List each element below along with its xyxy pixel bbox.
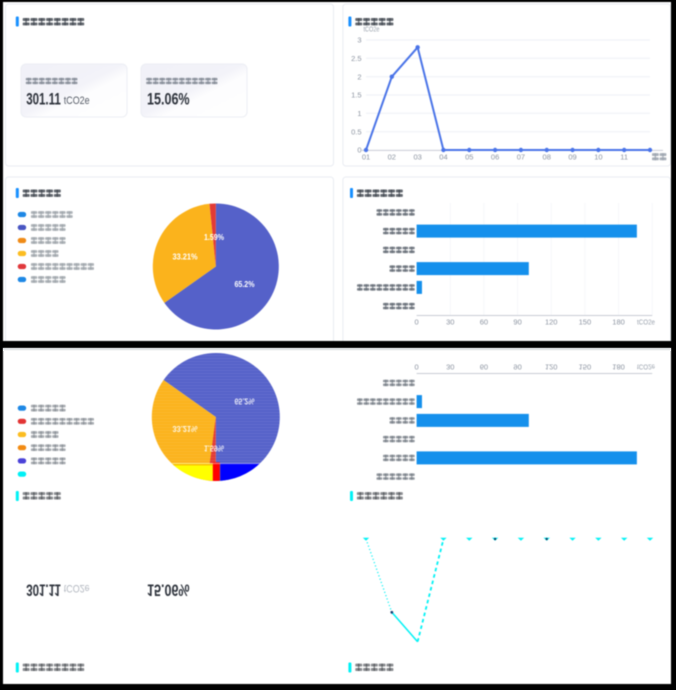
- svg-text:11: 11: [620, 153, 628, 162]
- svg-text:301.11: 301.11: [26, 580, 61, 599]
- svg-text:0: 0: [415, 363, 419, 372]
- svg-text:01: 01: [362, 153, 370, 162]
- svg-text:tCO2e: tCO2e: [64, 95, 90, 107]
- svg-text:08: 08: [543, 153, 551, 162]
- svg-text:1: 1: [357, 109, 361, 118]
- svg-text:15.06%: 15.06%: [147, 580, 190, 599]
- svg-text:60: 60: [480, 317, 488, 326]
- svg-text:65.2%: 65.2%: [235, 397, 255, 406]
- svg-text:03: 03: [413, 153, 421, 162]
- svg-text:06: 06: [491, 153, 499, 162]
- svg-text:30: 30: [446, 317, 454, 326]
- svg-text:1.59%: 1.59%: [204, 444, 224, 453]
- svg-text:0: 0: [357, 146, 361, 155]
- svg-text:33.21%: 33.21%: [173, 252, 198, 261]
- svg-text:33.21%: 33.21%: [173, 424, 198, 433]
- svg-text:60: 60: [480, 363, 488, 372]
- svg-text:180: 180: [612, 317, 625, 326]
- svg-text:65.2%: 65.2%: [235, 280, 255, 289]
- svg-text:15.06%: 15.06%: [147, 90, 190, 109]
- svg-text:1.5: 1.5: [351, 91, 361, 100]
- svg-text:02: 02: [388, 153, 396, 162]
- svg-text:90: 90: [513, 317, 521, 326]
- svg-text:tCO2e: tCO2e: [64, 582, 90, 594]
- svg-text:1.59%: 1.59%: [204, 233, 224, 242]
- svg-text:150: 150: [579, 363, 592, 372]
- svg-text:150: 150: [579, 317, 592, 326]
- svg-text:120: 120: [545, 317, 558, 326]
- svg-text:90: 90: [513, 363, 521, 372]
- svg-text:07: 07: [517, 153, 525, 162]
- svg-text:09: 09: [568, 153, 576, 162]
- svg-text:0.5: 0.5: [351, 127, 361, 136]
- svg-text:tCO2e: tCO2e: [637, 363, 655, 372]
- svg-text:2.5: 2.5: [351, 54, 361, 63]
- svg-text:04: 04: [439, 153, 447, 162]
- svg-text:180: 180: [612, 363, 625, 372]
- svg-text:tCO2e: tCO2e: [364, 25, 380, 34]
- svg-text:3: 3: [357, 36, 361, 45]
- svg-text:2: 2: [357, 72, 361, 81]
- svg-text:120: 120: [545, 363, 558, 372]
- svg-text:0: 0: [415, 317, 419, 326]
- svg-text:301.11: 301.11: [26, 90, 61, 109]
- svg-text:10: 10: [594, 153, 602, 162]
- svg-text:05: 05: [465, 153, 473, 162]
- svg-text:30: 30: [446, 363, 454, 372]
- svg-text:tCO2e: tCO2e: [637, 317, 655, 326]
